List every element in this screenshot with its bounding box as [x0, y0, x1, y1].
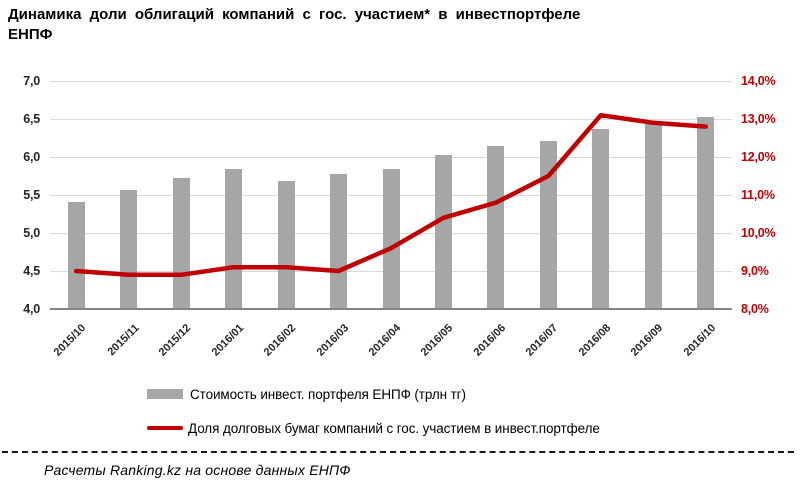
y-axis-label-left: 7,0 — [23, 74, 40, 88]
legend-item-portfolio: Стоимость инвест. портфеля ЕНПФ (трлн тг… — [147, 384, 600, 404]
y-axis-label-right: 13,0% — [741, 112, 776, 126]
x-axis-label: 2016/04 — [366, 322, 404, 359]
y-axis-label-right: 10,0% — [741, 226, 776, 240]
y-axis-label-right: 9,0% — [741, 264, 769, 278]
grid-line — [50, 119, 732, 120]
bar — [592, 128, 610, 309]
bar — [225, 169, 243, 309]
bar — [644, 122, 662, 309]
line-path — [73, 112, 709, 278]
bar — [67, 201, 85, 309]
bar — [539, 141, 557, 309]
chart-title: Динамика доли облигаций компаний с гос. … — [8, 5, 648, 45]
x-axis-label: 2016/10 — [681, 322, 719, 359]
x-axis-label: 2015/12 — [156, 322, 194, 359]
grid-line — [50, 157, 732, 158]
y-axis-label-right: 14,0% — [741, 74, 776, 88]
y-axis-label-left: 5,0 — [23, 226, 40, 240]
x-axis-label: 2016/05 — [419, 322, 456, 359]
x-axis-label: 2016/08 — [576, 322, 614, 359]
legend: Стоимость инвест. портфеля ЕНПФ (трлн тг… — [147, 384, 600, 452]
x-axis-label: 2016/09 — [628, 322, 666, 359]
footer-divider — [2, 451, 794, 453]
x-axis-label: 2016/02 — [261, 322, 299, 359]
bar — [382, 169, 400, 309]
legend-label-portfolio: Стоимость инвест. портфеля ЕНПФ (трлн тг… — [190, 386, 466, 402]
chart-title-line1: Динамика доли облигаций компаний с гос. … — [8, 6, 581, 23]
line-series — [73, 112, 709, 278]
grid-line — [50, 81, 732, 82]
plot-area — [50, 81, 732, 310]
bar — [434, 155, 452, 309]
chart-title-line2: ЕНПФ — [8, 26, 53, 43]
x-axis-label: 2015/11 — [105, 322, 142, 359]
y-axis-label-left: 5,5 — [23, 188, 40, 202]
x-axis-label: 2016/01 — [209, 322, 246, 359]
y-axis-label-left: 6,5 — [23, 112, 40, 126]
y-axis-label-right: 11,0% — [741, 188, 775, 202]
y-axis-label-left: 4,0 — [23, 302, 40, 316]
bar — [697, 116, 715, 309]
bar — [120, 189, 138, 309]
y-axis-label-left: 6,0 — [23, 150, 40, 164]
bar — [487, 145, 505, 309]
bar — [277, 180, 295, 309]
legend-label-share: Доля долговых бумаг компаний с гос. учас… — [188, 420, 600, 436]
y-axis-label-left: 4,5 — [23, 264, 40, 278]
x-axis-label: 2016/07 — [524, 322, 561, 359]
x-axis-line — [50, 308, 732, 310]
x-axis-label: 2016/03 — [314, 322, 351, 359]
bar-swatch-icon — [147, 389, 183, 399]
x-axis-label: 2016/06 — [471, 322, 509, 359]
y-axis-label-right: 8,0% — [741, 302, 769, 316]
line-swatch-icon — [147, 425, 183, 431]
x-axis-label: 2015/10 — [51, 322, 89, 359]
bar — [330, 174, 348, 309]
y-axis-label-right: 12,0% — [741, 150, 776, 164]
source-note: Расчеты Ranking.kz на основе данных ЕНПФ — [44, 462, 351, 478]
legend-item-share: Доля долговых бумаг компаний с гос. учас… — [147, 418, 600, 438]
